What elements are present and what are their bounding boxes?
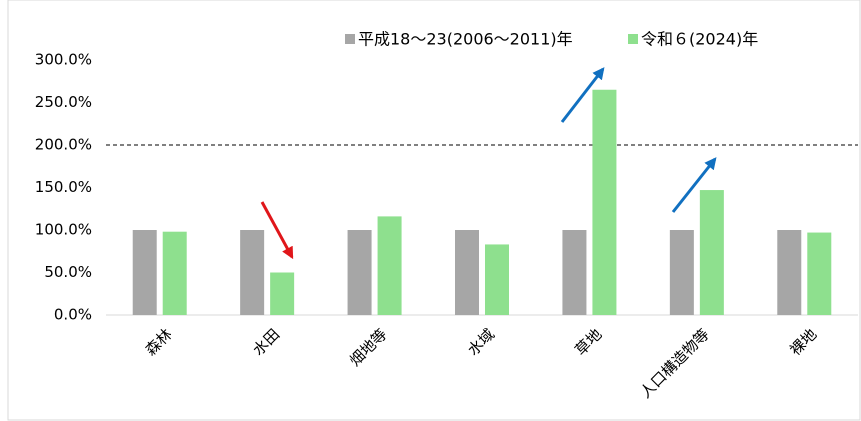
x-tick-label: 人口構造物等: [636, 325, 712, 401]
bar: [377, 216, 402, 315]
y-tick-label: 0.0%: [54, 306, 92, 324]
bar: [162, 231, 187, 315]
y-tick-label: 150.0%: [35, 178, 92, 196]
bar: [455, 230, 479, 315]
legend-label: 令和６(2024)年: [641, 30, 758, 49]
x-tick-label: 畑地等: [346, 325, 391, 370]
bar: [485, 244, 509, 315]
bar: [347, 230, 372, 315]
legend-swatch: [345, 34, 355, 44]
legend-swatch: [628, 34, 638, 44]
x-tick-label: 森林: [142, 325, 176, 359]
y-tick-label: 50.0%: [44, 263, 92, 281]
bar: [777, 230, 802, 315]
x-tick-label: 水田: [249, 325, 283, 359]
chart-frame: [7, 0, 861, 421]
bar: [699, 190, 724, 315]
bar: [592, 89, 617, 315]
bar: [669, 230, 694, 315]
bar: [562, 230, 587, 315]
bar: [807, 232, 832, 315]
bar: [132, 230, 157, 315]
x-tick-label: 草地: [571, 325, 605, 359]
y-tick-label: 250.0%: [35, 93, 92, 111]
y-tick-label: 100.0%: [35, 221, 92, 239]
up-arrow: [560, 67, 605, 123]
legend-label: 平成18～23(2006～2011)年: [358, 30, 573, 49]
y-tick-label: 200.0%: [35, 136, 92, 154]
x-tick-label: 裸地: [786, 325, 820, 359]
y-tick-label: 300.0%: [35, 51, 92, 69]
bar: [270, 272, 295, 315]
up-arrow: [671, 157, 717, 213]
x-tick-label: 水域: [464, 325, 498, 359]
down-arrow: [260, 201, 294, 260]
bar: [240, 230, 265, 315]
